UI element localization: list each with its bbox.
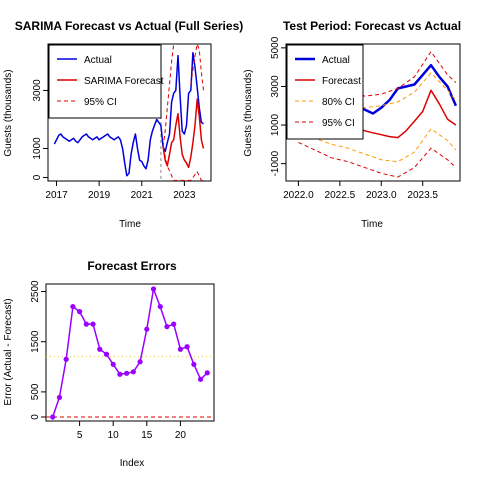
series-line-ci-band-5 <box>298 141 457 178</box>
series-group-3 <box>46 286 214 420</box>
error-point <box>197 376 204 382</box>
y-axis-label-2: Guests (thousands) <box>243 69 254 156</box>
error-point <box>191 361 197 367</box>
y-tick-label: 1000 <box>270 113 281 136</box>
x-tick-label: 10 <box>108 430 120 441</box>
x-tick-label: 2022.0 <box>283 190 314 201</box>
series-group-1 <box>53 44 205 181</box>
x-axis-label-2: Time <box>361 219 383 230</box>
error-point <box>63 356 69 362</box>
y-tick-label: 1000 <box>32 137 43 160</box>
x-axis-label-1: Time <box>119 219 141 230</box>
error-point <box>177 346 183 352</box>
error-point <box>50 414 56 420</box>
y-tick-label: 3000 <box>270 75 281 98</box>
error-point <box>130 369 136 375</box>
error-point <box>157 303 163 310</box>
legend-label: 80% CI <box>322 97 355 108</box>
y-tick-label: 0 <box>32 174 43 180</box>
error-point <box>204 370 210 376</box>
panel-test-period: Test Period: Forecast vs Actual Time Gue… <box>243 19 461 230</box>
series-line-actual <box>53 51 204 177</box>
x-tick-label: 2023.0 <box>366 190 397 201</box>
x-tick-label: 15 <box>141 430 153 441</box>
legend-2: Actual Forecast 80% CI 95% CI <box>286 44 364 140</box>
series-line-ci-band-3 <box>162 146 204 181</box>
x-axis-label-3: Index <box>120 458 144 469</box>
x-tick-label: 2019 <box>88 190 111 201</box>
x-tick-label: 2017 <box>45 190 68 201</box>
legend-box <box>48 44 162 119</box>
series-line-ci-band-4 <box>190 44 204 91</box>
legend-label: Actual <box>322 55 350 66</box>
error-point <box>184 344 190 350</box>
plot-frame-3 <box>45 283 215 422</box>
y-tick-label: 3000 <box>32 79 43 102</box>
error-point <box>56 394 63 401</box>
x-tick-label: 2023.5 <box>407 190 438 201</box>
x-tick-label: 2023 <box>173 190 196 201</box>
chart-title-2: Test Period: Forecast vs Actual <box>283 19 461 33</box>
x-tick-label: 20 <box>175 430 187 441</box>
chart-title-1: SARIMA Forecast vs Actual (Full Series) <box>15 19 244 33</box>
legend-label: Actual <box>84 55 112 66</box>
error-point <box>171 321 177 327</box>
x-tick-label: 5 <box>77 430 83 441</box>
series-line-sarima-forecast <box>162 98 205 169</box>
axes-3: 5 10 15 20 0 500 1500 2500 <box>30 280 186 441</box>
series-line-95-ci <box>162 44 176 148</box>
y-tick-label: -1000 <box>270 150 281 176</box>
legend-label: SARIMA Forecast <box>84 76 164 87</box>
error-point <box>150 286 157 292</box>
error-point <box>90 321 96 327</box>
error-point <box>103 351 110 357</box>
x-tick-label: 2021 <box>131 190 154 201</box>
legend-label: 95% CI <box>84 97 117 108</box>
chart-title-3: Forecast Errors <box>87 259 177 273</box>
error-point <box>164 324 170 330</box>
y-axis-label-1: Guests (thousands) <box>3 69 14 156</box>
x-tick-label: 2022.5 <box>325 190 356 201</box>
y-tick-label: 2500 <box>30 280 41 303</box>
legend-label: 95% CI <box>322 118 355 129</box>
series-line-ci-band-0 <box>51 288 208 418</box>
series-line-ci-band-3 <box>298 128 457 163</box>
y-axis-label-3: Error (Actual - Forecast) <box>3 298 14 405</box>
plot-frame-2 <box>285 43 461 182</box>
legend-1: Actual SARIMA Forecast 95% CI <box>48 44 164 119</box>
error-point <box>124 370 130 376</box>
error-point <box>97 346 103 352</box>
panel-full-series: SARIMA Forecast vs Actual (Full Series) … <box>3 19 243 230</box>
error-point <box>144 326 150 332</box>
panel-forecast-errors: Forecast Errors Index Error (Actual - Fo… <box>3 259 215 469</box>
error-point <box>77 309 83 315</box>
y-tick-label: 5000 <box>270 36 281 59</box>
legend-label: Forecast <box>322 76 361 87</box>
error-point <box>117 371 123 377</box>
y-tick-label: 1500 <box>30 330 41 353</box>
error-point <box>110 361 116 367</box>
y-tick-label: 500 <box>30 383 41 400</box>
error-point <box>70 303 76 310</box>
legend-box <box>286 44 364 140</box>
error-point <box>137 359 143 365</box>
plot-frame-1 <box>47 43 212 182</box>
error-point <box>83 321 89 327</box>
axes-2: 2022.0 2022.5 2023.0 2023.5 -1000 1000 3000 500… <box>270 36 438 201</box>
axes-1: 2017 2019 2021 2023 0 1000 3000 <box>32 79 196 201</box>
y-tick-label: 0 <box>30 414 41 420</box>
